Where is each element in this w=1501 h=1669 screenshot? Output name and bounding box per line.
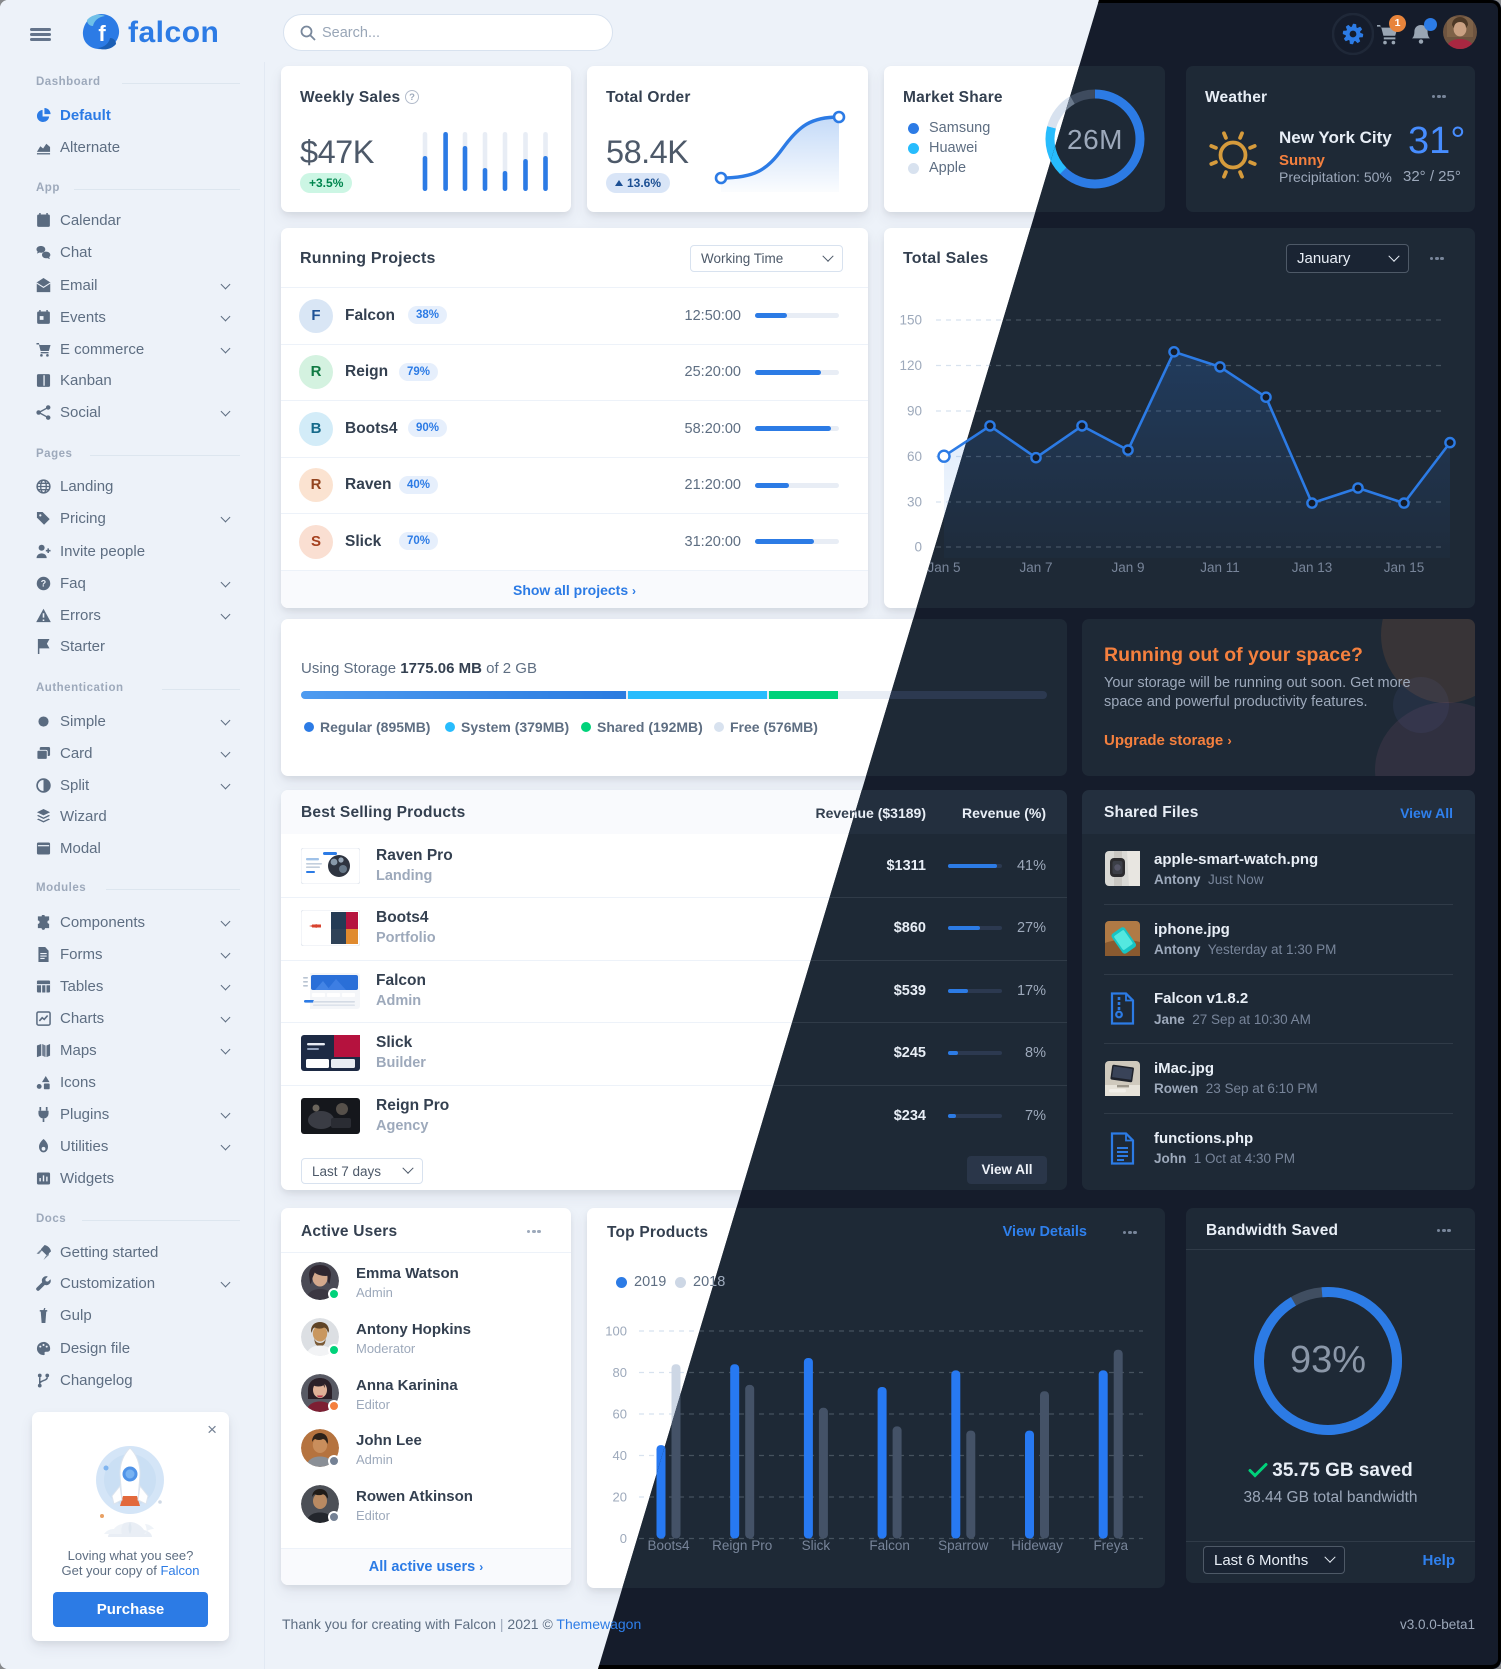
svg-text:Jan 13: Jan 13 — [1292, 560, 1333, 575]
svg-text:100: 100 — [605, 1324, 627, 1339]
svg-text:Sparrow: Sparrow — [938, 1538, 989, 1553]
svg-text:Falcon: Falcon — [869, 1538, 910, 1553]
svg-text:Boots4: Boots4 — [647, 1538, 690, 1553]
svg-text:30: 30 — [907, 495, 922, 510]
svg-text:150: 150 — [899, 313, 922, 328]
svg-text:40: 40 — [613, 1448, 627, 1463]
svg-text:20: 20 — [613, 1490, 627, 1505]
svg-text:Jan 11: Jan 11 — [1200, 560, 1240, 575]
svg-text:Jan 15: Jan 15 — [1384, 560, 1425, 575]
svg-text:0: 0 — [620, 1531, 627, 1546]
svg-text:80: 80 — [613, 1365, 627, 1380]
svg-text:Hideway: Hideway — [1011, 1538, 1063, 1553]
svg-text:Jan 7: Jan 7 — [1019, 560, 1052, 575]
svg-text:Slick: Slick — [802, 1538, 831, 1553]
svg-text:60: 60 — [613, 1407, 627, 1422]
svg-text:Jan 9: Jan 9 — [1111, 560, 1144, 575]
svg-text:Freya: Freya — [1093, 1538, 1128, 1553]
svg-text:Jan 5: Jan 5 — [927, 560, 960, 575]
svg-text:Reign Pro: Reign Pro — [712, 1538, 772, 1553]
svg-text:120: 120 — [899, 358, 922, 373]
svg-text:60: 60 — [907, 449, 922, 464]
svg-text:?: ? — [41, 578, 46, 588]
svg-text:f: f — [98, 21, 106, 46]
svg-text:90: 90 — [907, 404, 922, 419]
svg-text:0: 0 — [914, 540, 922, 555]
